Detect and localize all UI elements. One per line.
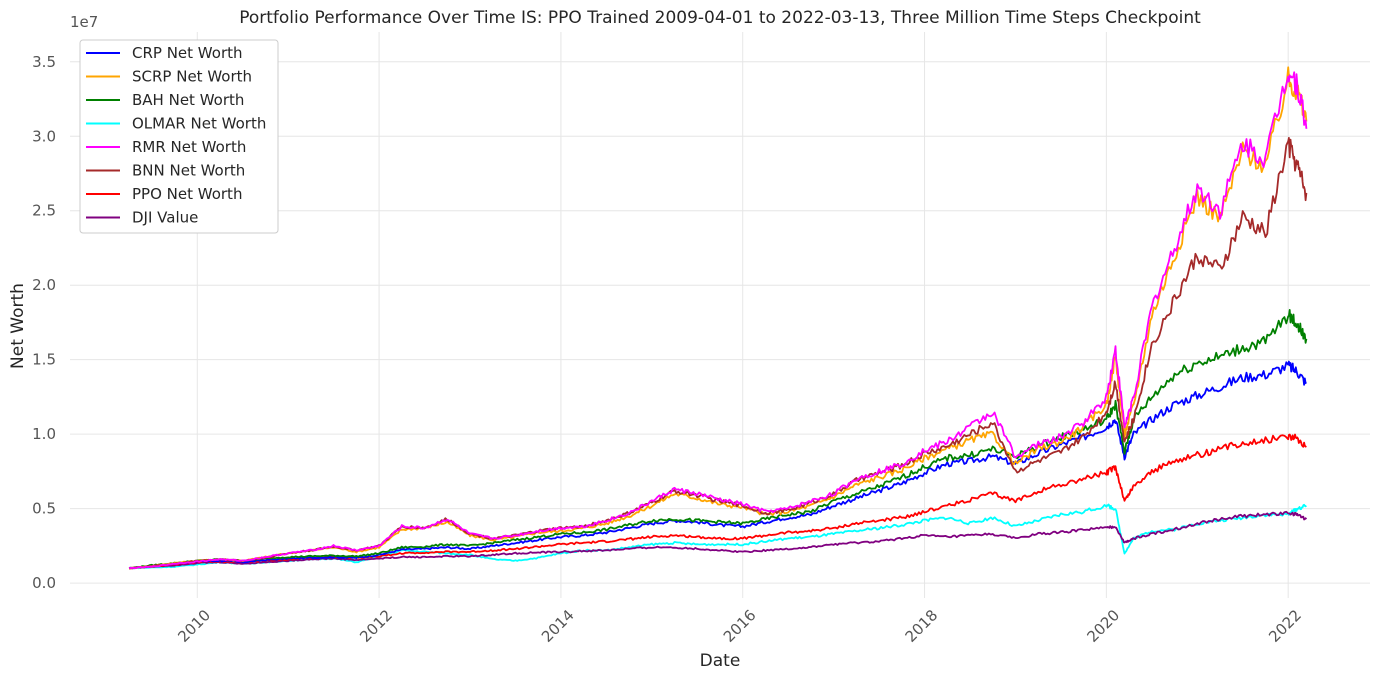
legend: CRP Net Worth SCRP Net Worth BAH Net Worth… <box>79 39 279 234</box>
y-tick-label: 2.0 <box>32 276 56 294</box>
legend-label: RMR Net Worth <box>132 138 246 156</box>
y-axis-title: Net Worth <box>8 283 28 369</box>
chart-title: Portfolio Performance Over Time IS: PPO … <box>239 8 1201 28</box>
legend-box <box>79 39 279 234</box>
series-line-bah-net-worth <box>128 308 1308 570</box>
series-line-rmr-net-worth <box>129 71 1308 570</box>
x-tick-label: 2022 <box>1265 606 1305 646</box>
y-tick-label: 1.0 <box>32 425 56 443</box>
x-tick-label: 2016 <box>720 606 760 646</box>
legend-label: DJI Value <box>132 209 198 227</box>
y-offset-label: 1e7 <box>70 13 98 31</box>
x-tick-label: 2020 <box>1083 606 1123 646</box>
legend-label: OLMAR Net Worth <box>132 115 266 133</box>
series-line-crp-net-worth <box>129 360 1307 570</box>
x-tick-label: 2010 <box>174 606 214 646</box>
legend-label: PPO Net Worth <box>132 185 242 203</box>
y-tick-label: 1.5 <box>32 351 56 369</box>
x-axis-title: Date <box>700 651 741 671</box>
legend-label: SCRP Net Worth <box>132 68 252 86</box>
y-tick-label: 2.5 <box>32 202 56 220</box>
y-tick-label: 0.5 <box>32 500 56 518</box>
legend-label: BAH Net Worth <box>132 91 244 109</box>
legend-label: CRP Net Worth <box>132 44 243 62</box>
x-tick-labels: 2010 2012 2014 2016 2018 2020 2022 <box>174 606 1305 646</box>
series-line-dji-value <box>129 510 1308 570</box>
series-line-ppo-net-worth <box>129 433 1307 570</box>
series-lines <box>128 66 1308 570</box>
x-tick-label: 2012 <box>356 606 396 646</box>
legend-label: BNN Net Worth <box>132 162 245 180</box>
grid <box>70 32 1370 598</box>
y-tick-label: 0.0 <box>32 574 56 592</box>
y-tick-label: 3.0 <box>32 127 56 145</box>
y-tick-labels: 0.0 0.5 1.0 1.5 2.0 2.5 3.0 3.5 <box>32 53 56 592</box>
x-tick-label: 2014 <box>538 606 578 646</box>
x-tick-label: 2018 <box>902 606 942 646</box>
y-tick-label: 3.5 <box>32 53 56 71</box>
